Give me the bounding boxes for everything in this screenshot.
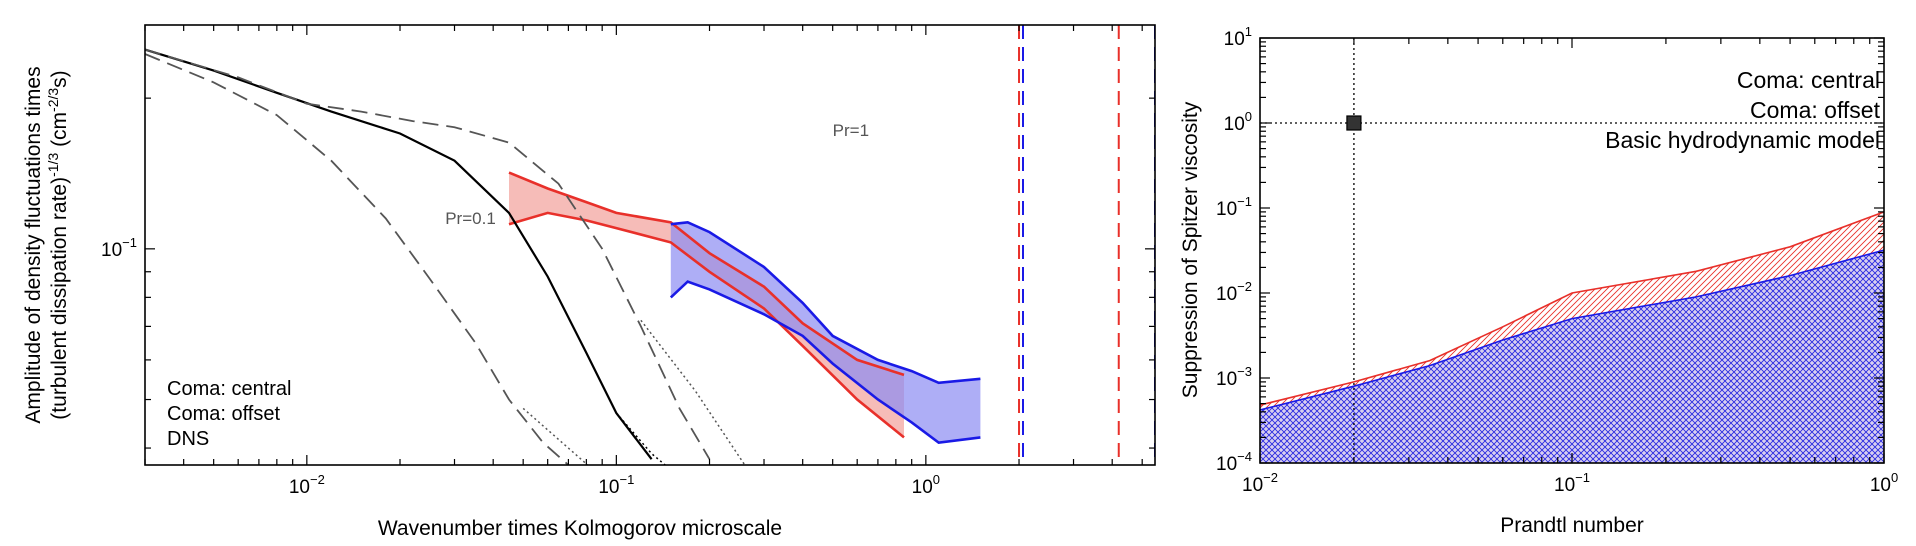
right-ticks: 10−2 10−1 100 10−4 10−3 10−2 10−1 100 101	[1216, 24, 1898, 496]
series-pr-1-dotted-extension	[640, 319, 746, 465]
right-plot-area	[1260, 38, 1884, 463]
right-legend-basic: Basic hydrodynamic model	[1605, 127, 1880, 153]
region-edge-offset	[1260, 249, 1884, 411]
left-axes-frame	[144, 24, 1156, 466]
series-pr-1	[145, 48, 711, 460]
left-xtick-label-1: 10−1	[598, 472, 634, 498]
annotation-0: Pr=1	[833, 121, 869, 140]
left-panel: 10−2 10−1 100 10−1 Pr=1 Pr=0.1 Wavenumber ti…	[22, 24, 1156, 540]
region-fill-offset	[1260, 250, 1884, 463]
right-xtick-label-1: 10−1	[1554, 470, 1590, 496]
right-legend: Coma: central Coma: offset Basic hydrody…	[1605, 67, 1880, 153]
left-ticks: 10−2 10−1 100 10−1	[101, 25, 1155, 498]
annotation-1: Pr=0.1	[445, 209, 496, 228]
left-y-label-exp1: -1/3	[45, 153, 61, 177]
right-legend-offset: Coma: offset	[1750, 97, 1881, 123]
right-ytick-label-5: 101	[1224, 24, 1252, 50]
right-ytick-label-2: 10−2	[1216, 279, 1252, 305]
right-y-axis-label: Suppression of Spitzer viscosity	[1179, 101, 1202, 398]
band-fill-central	[509, 172, 904, 438]
left-plot-area	[145, 25, 1155, 465]
right-x-axis-label: Prandtl number	[1500, 514, 1644, 537]
right-xtick-label-2: 100	[1870, 470, 1898, 496]
left-y-label-exp2: -2/3	[45, 88, 61, 112]
right-ytick-label-1: 10−3	[1216, 364, 1252, 390]
left-y-axis-label-line2: (turbulent dissipation rate)-1/3 (cm-2/3…	[45, 70, 71, 419]
band-upper-offset	[670, 220, 981, 385]
right-panel: 10−2 10−1 100 10−4 10−3 10−2 10−1 100 101 Prandt…	[1179, 24, 1898, 537]
band-fill-offset	[670, 222, 981, 443]
series-pr-0-1	[145, 53, 569, 465]
left-y-label-part1: (turbulent dissipation rate)	[48, 177, 71, 420]
left-legend: Coma: central Coma: offset DNS	[167, 378, 292, 450]
left-legend-offset: Coma: offset	[167, 403, 280, 425]
right-xtick-label-0: 10−2	[1242, 470, 1278, 496]
region-edge-central	[1260, 211, 1884, 406]
left-legend-dns: DNS	[167, 428, 209, 450]
reference-point-marker	[1346, 115, 1362, 131]
left-ytick-label-0: 10−1	[101, 235, 137, 261]
right-ytick-label-4: 100	[1224, 109, 1252, 135]
left-xtick-label-2: 100	[912, 472, 940, 498]
left-y-label-part2: (cm	[48, 112, 71, 153]
right-ytick-label-3: 10−1	[1216, 194, 1252, 220]
series-dns	[145, 48, 653, 460]
left-annotations: Pr=1 Pr=0.1	[445, 121, 869, 228]
band-lower-offset	[669, 280, 981, 445]
series-dns-extension	[615, 412, 667, 465]
band-upper-central	[508, 171, 905, 377]
left-xtick-label-0: 10−2	[289, 472, 325, 498]
band-lower-central	[508, 211, 905, 439]
series-pr-0-1-dotted-extension	[522, 407, 589, 465]
left-legend-central: Coma: central	[167, 378, 292, 400]
left-y-axis-label-line1: Amplitude of density fluctuations times	[22, 66, 45, 423]
right-ytick-label-0: 10−4	[1216, 449, 1252, 475]
left-x-axis-label: Wavenumber times Kolmogorov microscale	[378, 517, 782, 540]
left-y-label-part3: s)	[48, 70, 71, 88]
right-legend-central: Coma: central	[1737, 67, 1880, 93]
